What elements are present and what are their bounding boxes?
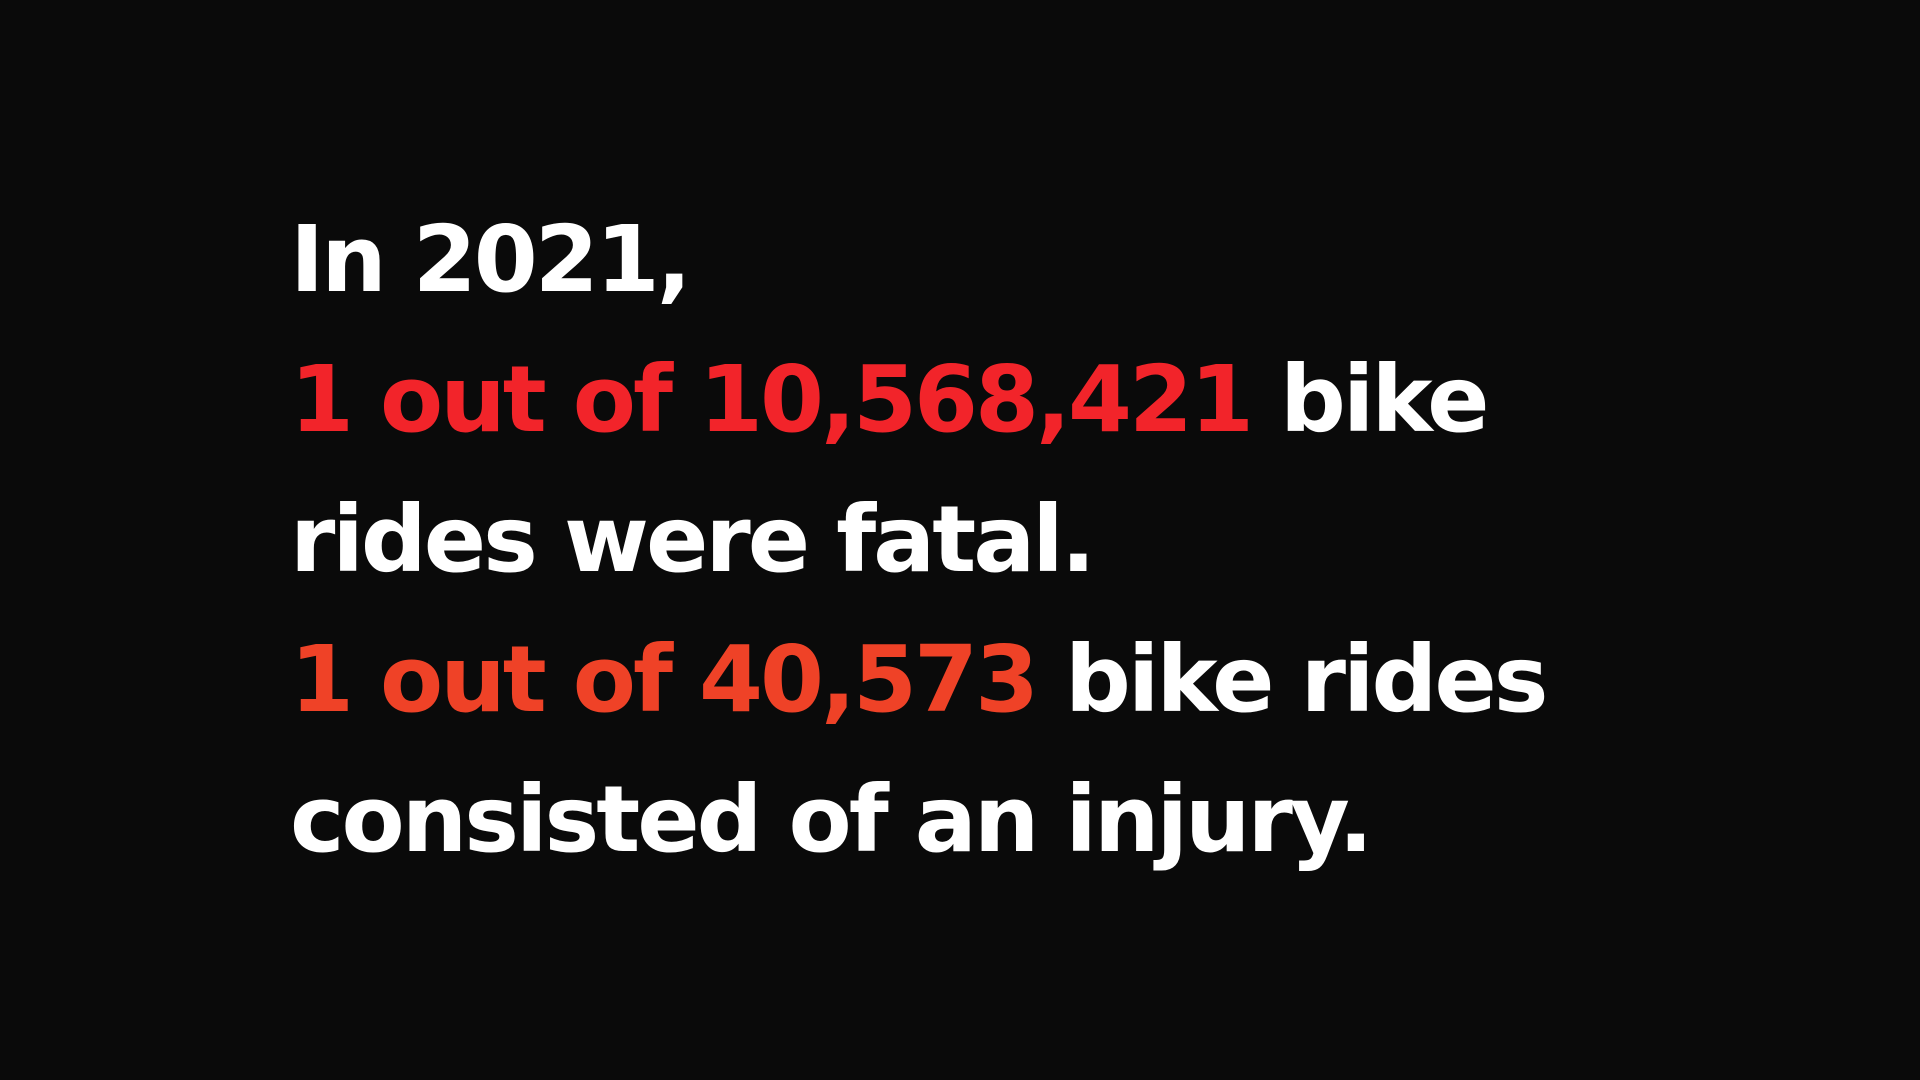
intro-line: In 2021, — [290, 206, 692, 313]
injury-line-1: 1 out of 40,573 bike rides — [290, 610, 1690, 750]
fatal-highlight: 1 out of 10,568,421 — [290, 346, 1254, 453]
injury-highlight: 1 out of 40,573 — [290, 626, 1039, 733]
fatal-text-part-1: bike — [1251, 346, 1490, 453]
fatal-line-2: rides were fatal. — [290, 486, 1096, 593]
fatal-line-1: 1 out of 10,568,421 bike — [290, 330, 1690, 470]
statement-block: In 2021, 1 out of 10,568,421 bike rides … — [290, 190, 1690, 890]
injury-line-2: consisted of an injury. — [290, 766, 1373, 873]
injury-text-part-1: bike rides — [1036, 626, 1548, 733]
